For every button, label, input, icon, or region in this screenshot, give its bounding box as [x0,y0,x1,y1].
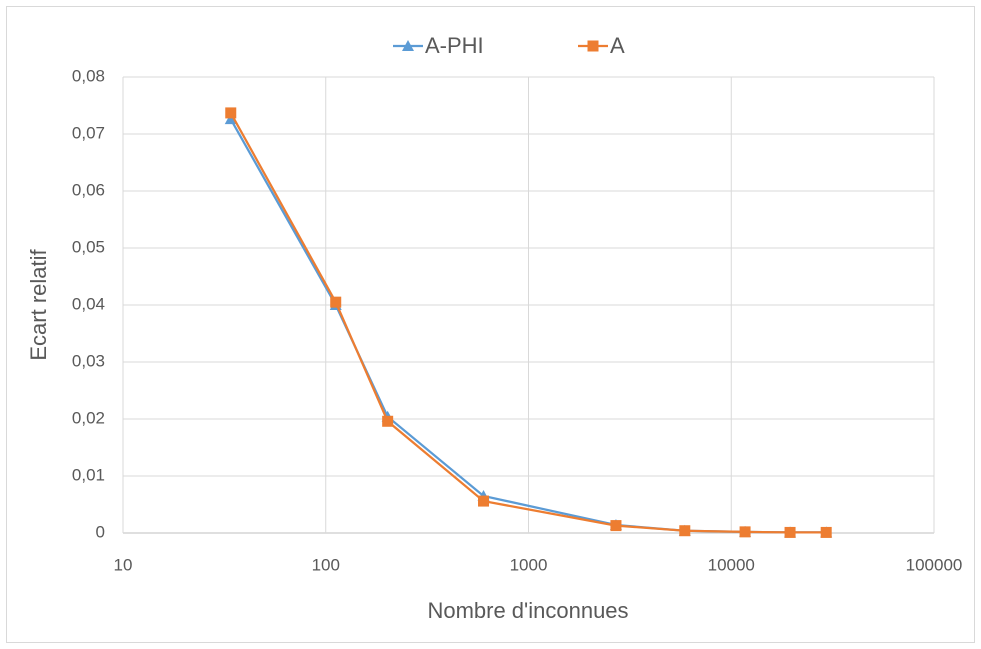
data-point [610,520,622,532]
y-tick-label: 0 [96,522,105,541]
x-tick-label: 100000 [906,555,963,574]
y-tick-label: 0,03 [72,351,105,370]
y-tick-label: 0,08 [72,66,105,85]
data-point [382,415,394,427]
legend-marker [402,40,414,51]
x-tick-label: 1000 [510,555,548,574]
y-tick-label: 0,04 [72,294,105,313]
x-tick-label: 100 [312,555,340,574]
data-point [679,525,691,537]
y-axis-title: Ecart relatif [26,248,51,360]
y-tick-label: 0,05 [72,237,105,256]
data-point [224,113,237,125]
y-tick-label: 0,01 [72,465,105,484]
data-point [225,107,237,119]
y-tick-label: 0,07 [72,123,105,142]
data-point [330,296,342,308]
chart-border [6,6,975,643]
data-point [820,526,832,538]
y-tick-label: 0,02 [72,408,105,427]
data-point [739,526,751,538]
data-point [478,495,490,507]
y-tick-label: 0,06 [72,180,105,199]
x-tick-label: 10000 [708,555,755,574]
x-axis-title: Nombre d'inconnues [427,598,628,623]
legend-marker [587,40,599,52]
legend-label: A-PHI [425,33,484,58]
data-point [784,526,796,538]
x-tick-label: 10 [114,555,133,574]
legend-label: A [610,33,625,58]
